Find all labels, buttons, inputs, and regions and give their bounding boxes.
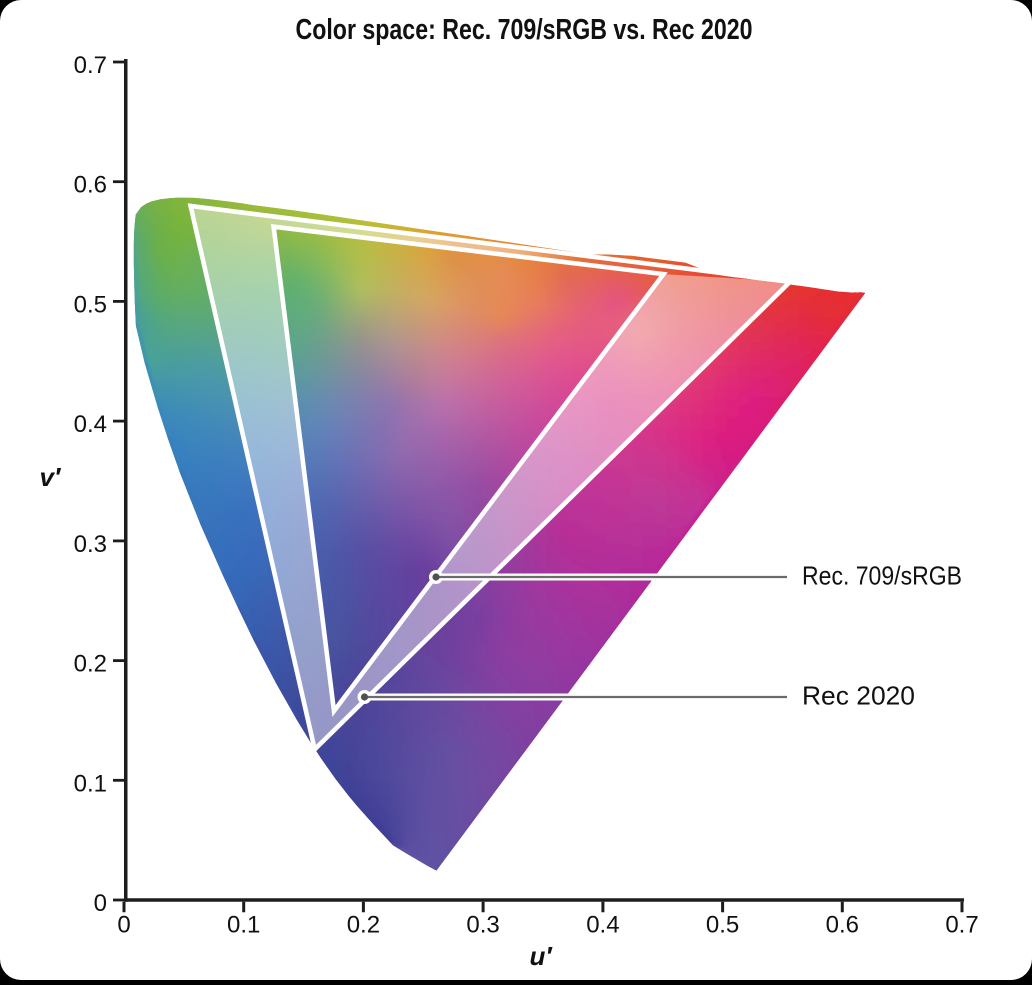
svg-text:0: 0 xyxy=(94,890,107,917)
svg-text:0.3: 0.3 xyxy=(466,912,499,939)
svg-text:Rec 2020: Rec 2020 xyxy=(802,681,915,711)
svg-text:0.7: 0.7 xyxy=(945,912,978,939)
svg-text:0: 0 xyxy=(117,912,130,939)
svg-text:0.2: 0.2 xyxy=(347,912,380,939)
svg-text:0.4: 0.4 xyxy=(74,411,107,438)
svg-text:0.6: 0.6 xyxy=(74,172,107,199)
svg-text:v′: v′ xyxy=(40,462,62,492)
svg-text:0.6: 0.6 xyxy=(826,912,859,939)
svg-text:0.5: 0.5 xyxy=(74,291,107,318)
svg-text:0.2: 0.2 xyxy=(74,651,107,678)
svg-text:0.4: 0.4 xyxy=(586,912,619,939)
svg-text:0.1: 0.1 xyxy=(227,912,260,939)
svg-text:0.5: 0.5 xyxy=(706,912,739,939)
svg-text:Color space: Rec. 709/sRGB vs.: Color space: Rec. 709/sRGB vs. Rec 2020 xyxy=(296,14,753,46)
svg-text:0.1: 0.1 xyxy=(74,770,107,797)
svg-text:Rec. 709/sRGB: Rec. 709/sRGB xyxy=(802,561,962,591)
svg-text:0.7: 0.7 xyxy=(74,52,107,79)
svg-text:u′: u′ xyxy=(530,941,554,971)
svg-text:0.3: 0.3 xyxy=(74,531,107,558)
